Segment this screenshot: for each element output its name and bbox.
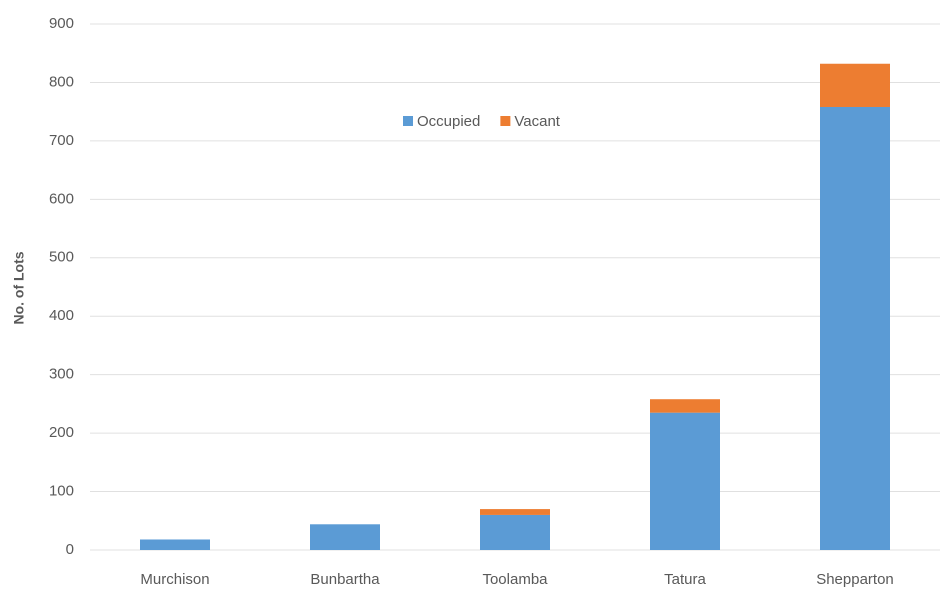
x-tick-label: Bunbartha: [310, 571, 380, 588]
bar-segment: [820, 106, 890, 550]
y-tick-label: 900: [49, 15, 74, 32]
bar-segment: [650, 399, 720, 413]
y-tick-label: 200: [49, 424, 74, 441]
legend-label: Vacant: [514, 113, 560, 130]
y-tick-label: 600: [49, 190, 74, 207]
x-tick-label: Murchison: [140, 571, 209, 588]
bar-segment: [650, 412, 720, 550]
y-tick-label: 700: [49, 132, 74, 149]
legend-swatch: [500, 116, 511, 126]
x-tick-label: Shepparton: [816, 571, 894, 588]
bar-segment: [480, 509, 550, 515]
bar-segment: [310, 524, 380, 550]
y-tick-label: 400: [49, 307, 74, 324]
y-tick-label: 0: [66, 541, 74, 558]
y-tick-label: 300: [49, 366, 74, 383]
y-tick-label: 100: [49, 483, 74, 500]
bar-segment: [140, 539, 210, 550]
x-tick-label: Tatura: [664, 571, 706, 588]
bar-segment: [820, 63, 890, 107]
y-tick-label: 500: [49, 249, 74, 266]
x-tick-label: Toolamba: [482, 571, 548, 588]
legend-swatch: [403, 116, 413, 126]
y-axis-label: No. of Lots: [11, 251, 27, 324]
y-tick-label: 800: [49, 73, 74, 90]
bar-segment: [480, 514, 550, 550]
legend-label: Occupied: [417, 113, 480, 130]
